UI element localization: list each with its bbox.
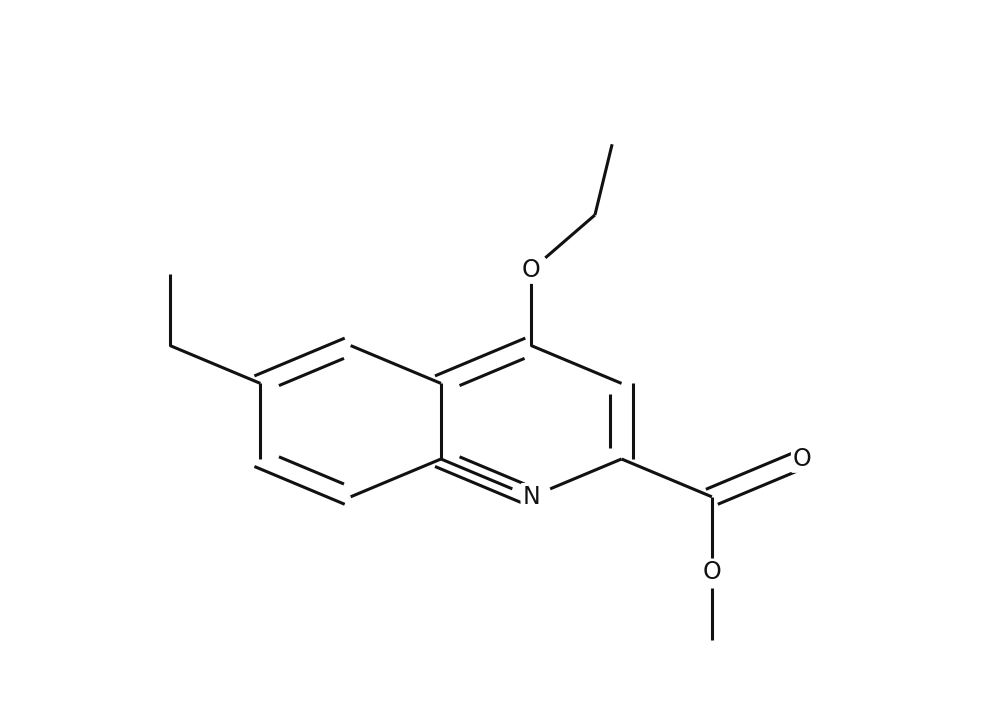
Text: O: O [702, 560, 721, 585]
Text: N: N [522, 485, 540, 509]
Text: O: O [792, 447, 811, 471]
Text: O: O [522, 258, 540, 282]
